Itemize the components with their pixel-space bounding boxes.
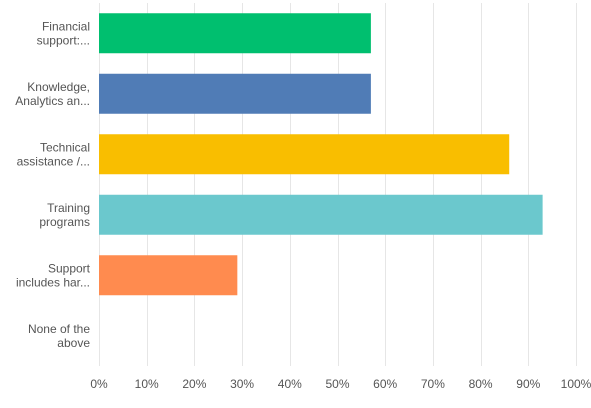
gridlines <box>99 3 577 366</box>
bar-1 <box>99 73 371 114</box>
x-tick-label-1: 10% <box>135 377 159 391</box>
category-label-2-line-1: assistance /... <box>17 154 90 168</box>
category-label-5-line-1: above <box>57 336 90 350</box>
x-tick-label-0: 0% <box>90 377 108 391</box>
x-tick-label-8: 80% <box>469 377 493 391</box>
bar-4 <box>99 255 238 296</box>
x-tick-label-2: 20% <box>182 377 206 391</box>
category-label-3-line-0: Training <box>47 201 90 215</box>
category-label-1-line-0: Knowledge, <box>27 80 90 94</box>
category-label-4-line-0: Support <box>48 261 91 275</box>
category-label-0-line-1: support:... <box>37 33 90 47</box>
bar-3 <box>99 194 543 235</box>
x-tick-label-9: 90% <box>516 377 540 391</box>
x-tick-label-6: 60% <box>373 377 397 391</box>
category-label-4-line-1: includes har... <box>16 275 90 289</box>
category-label-0-line-0: Financial <box>42 19 90 33</box>
category-label-2-line-0: Technical <box>40 140 90 154</box>
category-label-3-line-1: programs <box>39 215 90 229</box>
category-label-0: Financialsupport:... <box>37 19 90 47</box>
category-label-1-line-1: Analytics an... <box>15 94 90 108</box>
category-label-5-line-0: None of the <box>28 322 90 336</box>
x-tick-label-4: 40% <box>278 377 302 391</box>
x-tick-label-7: 70% <box>421 377 445 391</box>
x-tick-label-10: 100% <box>561 377 591 391</box>
category-label-1: Knowledge,Analytics an... <box>15 80 90 108</box>
bars <box>99 13 543 296</box>
bar-0 <box>99 13 371 54</box>
x-axis-tick-labels: 0% 10% 20% 30% 40% 50% 60% 70% 80% 90% 100% <box>90 377 591 391</box>
x-tick-label-3: 30% <box>230 377 254 391</box>
bar-2 <box>99 134 510 175</box>
x-tick-label-5: 50% <box>325 377 349 391</box>
